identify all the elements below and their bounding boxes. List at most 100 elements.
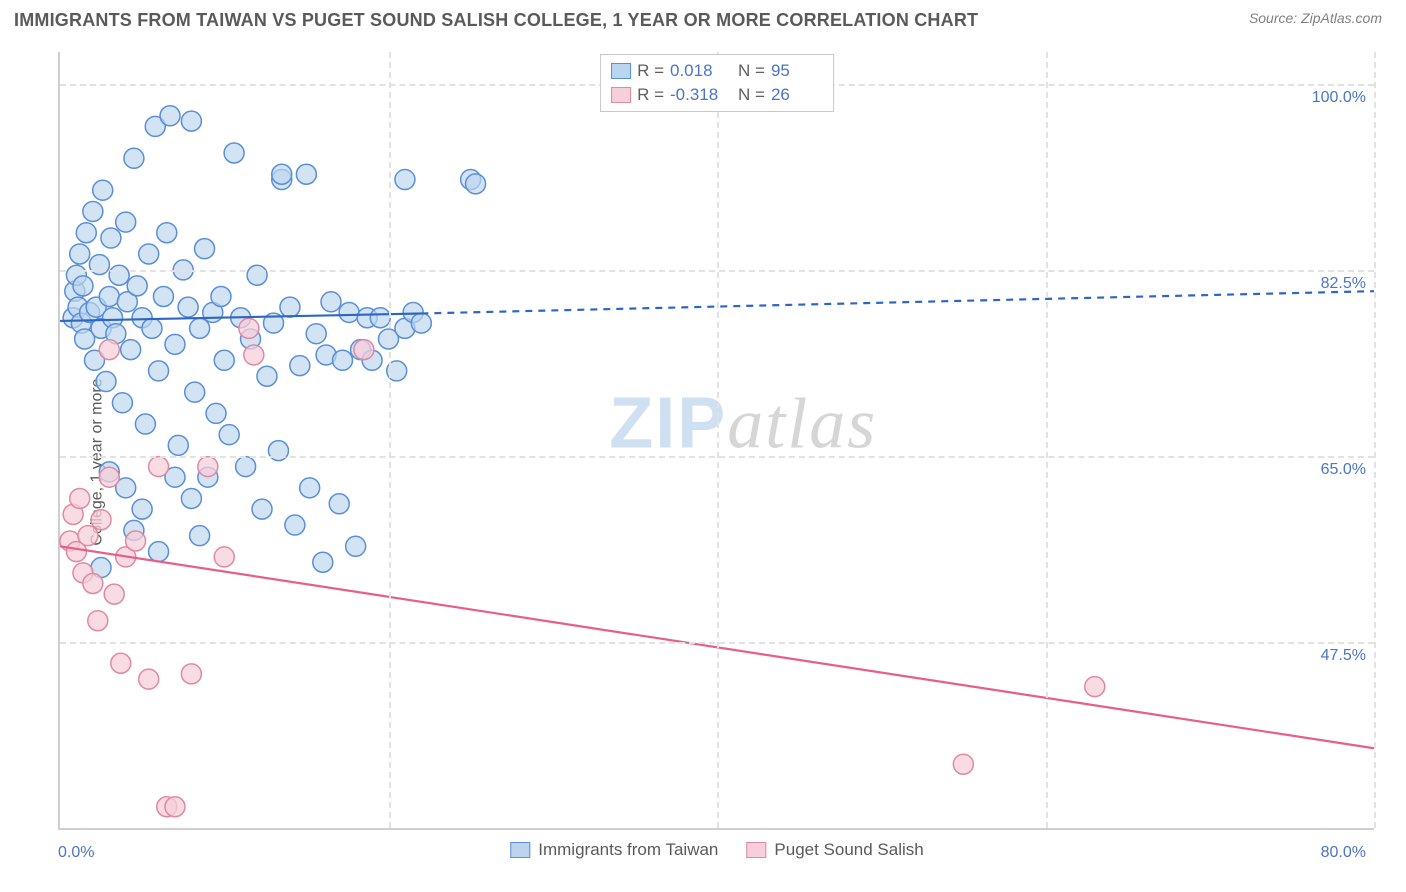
- x-axis-min-label: 0.0%: [58, 844, 94, 862]
- x-axis-max-label: 80.0%: [1321, 844, 1366, 862]
- scatter-point-a: [149, 542, 169, 562]
- scatter-point-a: [93, 180, 113, 200]
- scatter-point-a: [272, 164, 292, 184]
- scatter-point-a: [329, 494, 349, 514]
- scatter-point-a: [339, 302, 359, 322]
- scatter-point-a: [313, 552, 333, 572]
- scatter-point-a: [219, 425, 239, 445]
- scatter-point-a: [236, 457, 256, 477]
- legend-swatch-a: [611, 63, 631, 79]
- scatter-point-b: [198, 457, 218, 477]
- scatter-point-b: [126, 531, 146, 551]
- scatter-point-a: [127, 276, 147, 296]
- scatter-point-a: [300, 478, 320, 498]
- scatter-point-a: [333, 350, 353, 370]
- scatter-point-b: [1085, 677, 1105, 697]
- scatter-point-a: [252, 499, 272, 519]
- scatter-point-a: [280, 297, 300, 317]
- scatter-point-a: [160, 106, 180, 126]
- scatter-point-a: [321, 292, 341, 312]
- grid-line-v: [389, 52, 391, 828]
- scatter-point-a: [257, 366, 277, 386]
- scatter-point-a: [76, 223, 96, 243]
- legend-swatch-b: [611, 87, 631, 103]
- scatter-point-a: [121, 340, 141, 360]
- scatter-point-a: [116, 212, 136, 232]
- scatter-point-b: [181, 664, 201, 684]
- scatter-point-a: [190, 526, 210, 546]
- legend-r-value-b: -0.318: [670, 83, 722, 107]
- scatter-point-a: [195, 239, 215, 259]
- scatter-point-a: [181, 111, 201, 131]
- scatter-point-a: [135, 414, 155, 434]
- legend-r-value-a: 0.018: [670, 59, 722, 83]
- scatter-point-a: [149, 361, 169, 381]
- scatter-point-b: [165, 797, 185, 817]
- grid-line-v: [717, 52, 719, 828]
- scatter-point-a: [112, 393, 132, 413]
- scatter-point-b: [149, 457, 169, 477]
- source-label: Source: ZipAtlas.com: [1249, 10, 1382, 26]
- y-tick-label: 65.0%: [1321, 461, 1366, 479]
- scatter-point-a: [165, 334, 185, 354]
- trend-line-a-dashed: [421, 291, 1374, 313]
- chart-container: College, 1 year or more ZIPatlas R = 0.0…: [14, 42, 1392, 882]
- scatter-point-a: [206, 403, 226, 423]
- scatter-point-a: [96, 372, 116, 392]
- grid-line-v: [1374, 52, 1376, 828]
- scatter-point-a: [70, 244, 90, 264]
- scatter-point-b: [953, 754, 973, 774]
- legend-label-a: Immigrants from Taiwan: [538, 840, 718, 860]
- legend-n-value-a: 95: [771, 59, 823, 83]
- scatter-point-a: [214, 350, 234, 370]
- scatter-point-b: [83, 574, 103, 594]
- scatter-point-a: [101, 228, 121, 248]
- scatter-point-a: [185, 382, 205, 402]
- legend-row-a: R = 0.018 N = 95: [611, 59, 823, 83]
- scatter-point-b: [91, 510, 111, 530]
- scatter-point-a: [153, 286, 173, 306]
- scatter-point-a: [247, 265, 267, 285]
- scatter-point-a: [157, 223, 177, 243]
- scatter-point-b: [99, 340, 119, 360]
- scatter-point-a: [224, 143, 244, 163]
- legend-n-value-b: 26: [771, 83, 823, 107]
- legend-n-label-b: N =: [738, 83, 765, 107]
- scatter-point-a: [190, 318, 210, 338]
- scatter-point-a: [142, 318, 162, 338]
- scatter-point-a: [132, 499, 152, 519]
- correlation-legend: R = 0.018 N = 95 R = -0.318 N = 26: [600, 54, 834, 112]
- scatter-point-b: [111, 653, 131, 673]
- scatter-point-a: [466, 174, 486, 194]
- legend-r-label-b: R =: [637, 83, 664, 107]
- scatter-point-a: [290, 356, 310, 376]
- scatter-point-a: [285, 515, 305, 535]
- scatter-point-a: [99, 286, 119, 306]
- scatter-point-a: [411, 313, 431, 333]
- scatter-point-a: [306, 324, 326, 344]
- scatter-point-a: [168, 435, 188, 455]
- scatter-point-b: [99, 467, 119, 487]
- y-tick-label: 100.0%: [1312, 89, 1366, 107]
- scatter-point-a: [83, 201, 103, 221]
- legend-swatch-b2: [746, 842, 766, 858]
- scatter-point-b: [239, 318, 259, 338]
- legend-n-label-a: N =: [738, 59, 765, 83]
- legend-item-a: Immigrants from Taiwan: [510, 840, 718, 860]
- legend-item-b: Puget Sound Salish: [746, 840, 923, 860]
- scatter-point-a: [181, 488, 201, 508]
- scatter-point-a: [211, 286, 231, 306]
- chart-title: IMMIGRANTS FROM TAIWAN VS PUGET SOUND SA…: [14, 10, 978, 31]
- scatter-point-a: [370, 308, 390, 328]
- scatter-point-b: [70, 488, 90, 508]
- legend-swatch-a2: [510, 842, 530, 858]
- scatter-point-a: [346, 536, 366, 556]
- scatter-point-b: [244, 345, 264, 365]
- scatter-point-b: [354, 340, 374, 360]
- scatter-point-b: [139, 669, 159, 689]
- scatter-point-a: [395, 170, 415, 190]
- scatter-point-b: [214, 547, 234, 567]
- scatter-point-a: [296, 164, 316, 184]
- y-tick-label: 47.5%: [1321, 647, 1366, 665]
- scatter-point-b: [104, 584, 124, 604]
